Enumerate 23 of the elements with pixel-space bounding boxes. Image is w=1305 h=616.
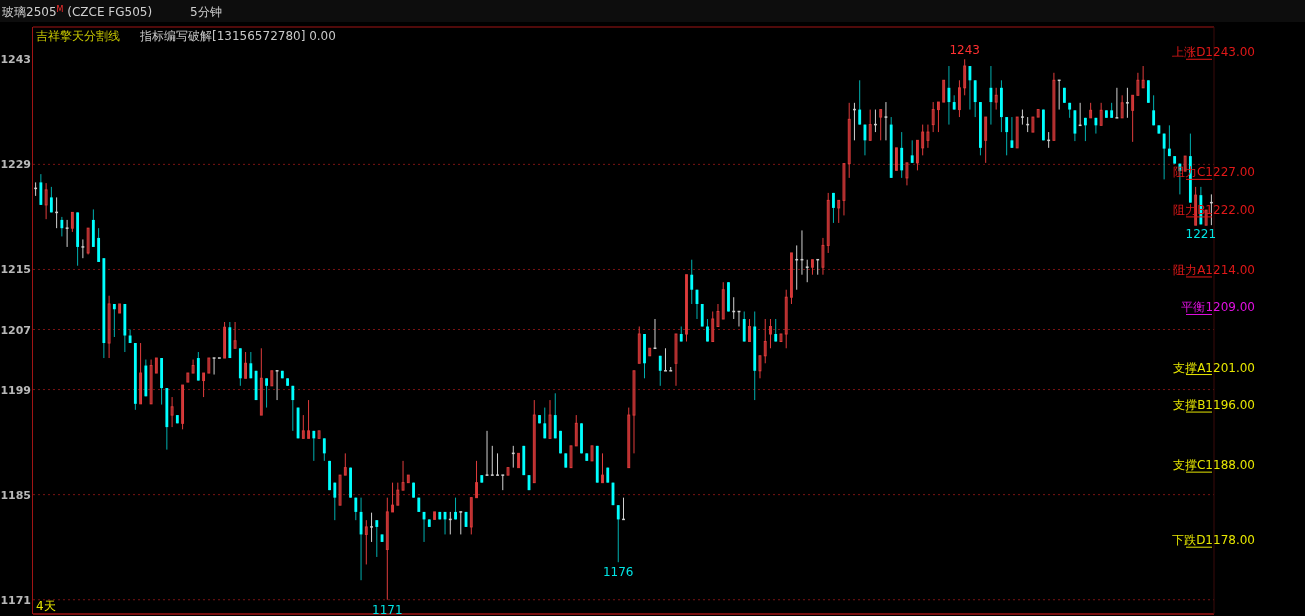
y-tick-label: 1199 bbox=[0, 383, 31, 397]
ref-line-label: 上涨D1243.00 bbox=[1172, 45, 1255, 60]
ref-line-label: 支撑A1201.00 bbox=[1173, 360, 1255, 375]
annotation: 1221 bbox=[1185, 227, 1217, 242]
ref-line-label: 阻力A1214.00 bbox=[1173, 262, 1255, 277]
y-tick-label: 1243 bbox=[0, 53, 31, 67]
ref-line-label: 支撑B1196.00 bbox=[1173, 398, 1255, 413]
annotation: 吉祥擎天分割线 bbox=[36, 29, 120, 43]
annotation: 1176 bbox=[602, 565, 634, 580]
y-tick-label: 1215 bbox=[0, 263, 31, 277]
ref-line-label: 支撑C1188.00 bbox=[1172, 458, 1255, 473]
annotation: 1243 bbox=[949, 43, 980, 58]
y-tick-label: 1207 bbox=[0, 323, 31, 337]
ref-line-label: 平衡1209.00 bbox=[1181, 300, 1255, 315]
y-tick-label: 1185 bbox=[0, 488, 31, 502]
ref-line-label: 下跌D1178.00 bbox=[1172, 533, 1255, 548]
y-tick-label: 1229 bbox=[0, 158, 31, 172]
y-tick-label: 1171 bbox=[0, 593, 31, 607]
annotation: 4天 bbox=[36, 599, 56, 613]
text: 5分钟 bbox=[190, 5, 222, 19]
annotation: 指标编写破解[13156572780] 0.00 bbox=[139, 29, 336, 43]
annotation: 1171 bbox=[372, 602, 403, 616]
chart-title: 玻璃2505$^{M}$ (CZCE FG505) bbox=[2, 4, 153, 19]
